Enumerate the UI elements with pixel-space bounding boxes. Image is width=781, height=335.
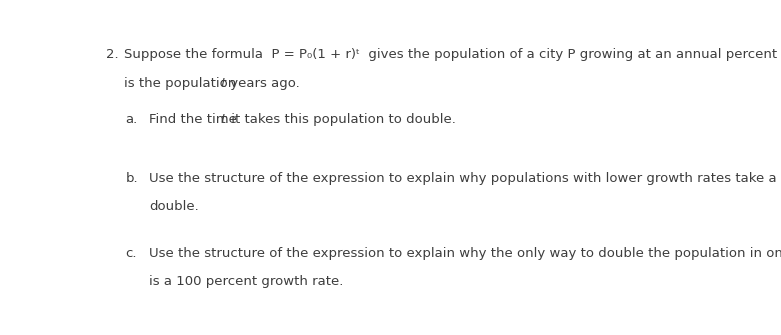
Text: years ago.: years ago. (226, 77, 300, 90)
Text: a.: a. (126, 113, 137, 126)
Text: Use the structure of the expression to explain why the only way to double the po: Use the structure of the expression to e… (149, 247, 781, 260)
Text: t: t (220, 113, 226, 126)
Text: is a 100 percent growth rate.: is a 100 percent growth rate. (149, 275, 344, 288)
Text: b.: b. (126, 172, 138, 185)
Text: double.: double. (149, 200, 199, 213)
Text: c.: c. (126, 247, 137, 260)
Text: is the population: is the population (124, 77, 241, 90)
Text: t: t (220, 77, 225, 90)
Text: Use the structure of the expression to explain why populations with lower growth: Use the structure of the expression to e… (149, 172, 781, 185)
Text: Find the time: Find the time (149, 113, 241, 126)
Text: Suppose the formula  P = P₀(1 + r)ᵗ  gives the population of a city P growing at: Suppose the formula P = P₀(1 + r)ᵗ gives… (124, 48, 781, 61)
Text: 2.: 2. (106, 48, 119, 61)
Text: it takes this population to double.: it takes this population to double. (226, 113, 455, 126)
